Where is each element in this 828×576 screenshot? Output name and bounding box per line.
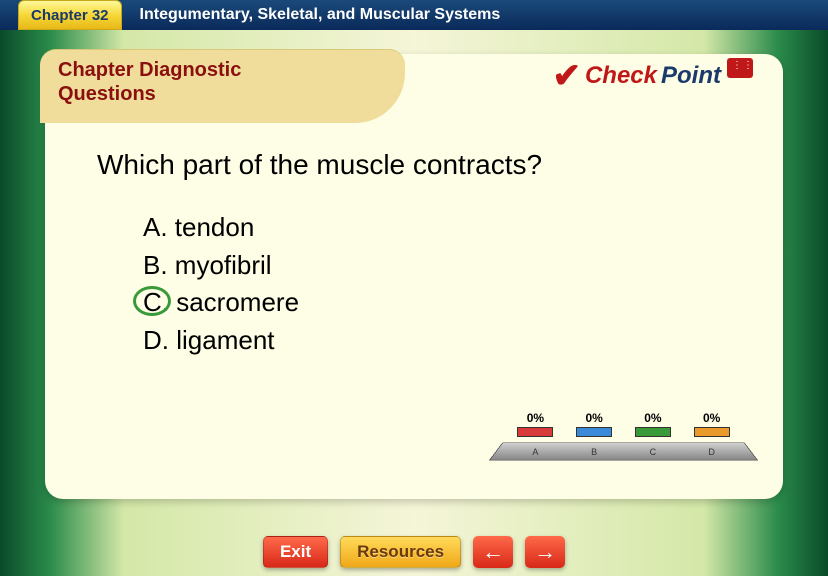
answer-option[interactable]: D. ligament bbox=[143, 322, 299, 360]
back-button[interactable]: ← bbox=[473, 536, 513, 568]
poll-percent: 0% bbox=[644, 411, 661, 425]
card-tab: Chapter Diagnostic Questions bbox=[40, 49, 405, 123]
poll-percent: 0% bbox=[585, 411, 602, 425]
answer-text: B. myofibril bbox=[143, 250, 272, 280]
forward-button[interactable]: → bbox=[525, 536, 565, 568]
checkmark-icon: ✔ bbox=[552, 56, 581, 96]
answer-text: D. ligament bbox=[143, 325, 275, 355]
answer-option[interactable]: A. tendon bbox=[143, 209, 299, 247]
poll-bar bbox=[694, 427, 730, 437]
answer-option[interactable]: B. myofibril bbox=[143, 247, 299, 285]
poll-percent: 0% bbox=[703, 411, 720, 425]
content-card: Chapter Diagnostic Questions ✔ CheckPoin… bbox=[45, 54, 783, 499]
chapter-title: Integumentary, Skeletal, and Muscular Sy… bbox=[140, 6, 501, 24]
tab-line2: Questions bbox=[58, 82, 387, 106]
poll-option: 0% B bbox=[569, 411, 619, 457]
poll-label: C bbox=[650, 447, 657, 457]
checkpoint-logo: ✔ CheckPoint bbox=[552, 56, 753, 96]
logo-text-check: Check bbox=[585, 62, 657, 90]
poll-label: B bbox=[591, 447, 597, 457]
poll-percent: 0% bbox=[527, 411, 544, 425]
header-bar: Chapter 32 Integumentary, Skeletal, and … bbox=[0, 0, 828, 30]
exit-button[interactable]: Exit bbox=[263, 536, 328, 568]
poll-label: D bbox=[708, 447, 715, 457]
tab-line1: Chapter Diagnostic bbox=[58, 58, 387, 82]
bottom-nav: Exit Resources ← → bbox=[0, 536, 828, 568]
poll-option: 0% D bbox=[687, 411, 737, 457]
poll-bar bbox=[517, 427, 553, 437]
poll-chart: 0% A 0% B 0% C 0% D bbox=[496, 407, 751, 477]
poll-label: A bbox=[532, 447, 538, 457]
question-text: Which part of the muscle contracts? bbox=[97, 149, 542, 181]
resources-button[interactable]: Resources bbox=[340, 536, 461, 568]
answers-list: A. tendon B. myofibril C. sacromereD. liga… bbox=[143, 209, 299, 360]
poll-bars: 0% A 0% B 0% C 0% D bbox=[506, 411, 741, 457]
poll-bar bbox=[576, 427, 612, 437]
answer-text: A. tendon bbox=[143, 212, 254, 242]
dice-icon bbox=[727, 58, 753, 78]
answer-option[interactable]: C. sacromere bbox=[143, 284, 299, 322]
poll-option: 0% C bbox=[628, 411, 678, 457]
poll-bar bbox=[635, 427, 671, 437]
logo-text-point: Point bbox=[661, 62, 721, 90]
chapter-tag: Chapter 32 bbox=[18, 0, 122, 30]
poll-option: 0% A bbox=[510, 411, 560, 457]
